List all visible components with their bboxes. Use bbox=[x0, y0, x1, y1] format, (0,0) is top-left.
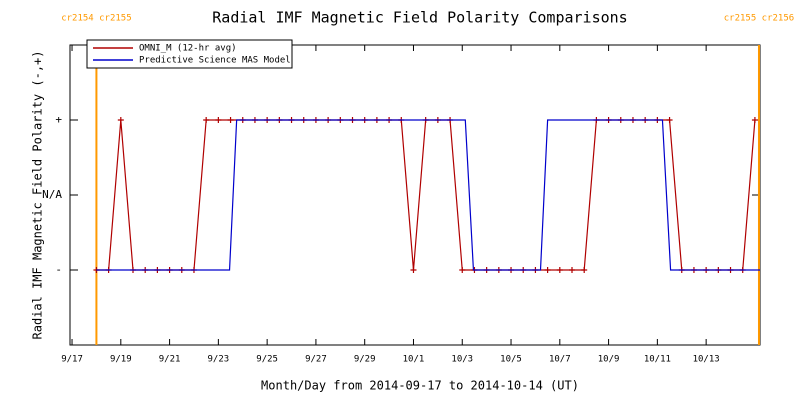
y-tick-label: N/A bbox=[42, 188, 62, 201]
point-marker bbox=[117, 117, 124, 123]
x-tick-label: 9/25 bbox=[256, 355, 278, 365]
point-marker bbox=[410, 267, 417, 273]
point-marker bbox=[544, 267, 551, 273]
legend-box bbox=[86, 39, 293, 69]
x-tick-label: 9/27 bbox=[305, 355, 327, 365]
x-tick-label: 9/19 bbox=[110, 355, 132, 365]
point-marker bbox=[569, 267, 576, 273]
point-marker bbox=[215, 117, 222, 123]
point-marker bbox=[666, 117, 673, 123]
x-tick-label: 9/23 bbox=[208, 355, 230, 365]
chart-title: Radial IMF Magnetic Field Polarity Compa… bbox=[212, 9, 627, 27]
y-tick-label: - bbox=[55, 263, 62, 276]
y-axis-label: Radial IMF Magnetic Field Polarity (-,+) bbox=[31, 51, 45, 340]
x-tick-label: 9/17 bbox=[61, 355, 83, 365]
x-tick-label: 10/3 bbox=[451, 355, 473, 365]
annotation-label: cr2154 cr2155 bbox=[61, 14, 131, 24]
x-tick-label: 10/5 bbox=[500, 355, 522, 365]
x-tick-label: 10/11 bbox=[644, 355, 671, 365]
legend-label: Predictive Science MAS Model bbox=[139, 56, 291, 66]
x-tick-label: 10/7 bbox=[549, 355, 571, 365]
point-marker bbox=[227, 117, 234, 123]
x-tick-label: 10/1 bbox=[403, 355, 425, 365]
point-marker bbox=[751, 117, 758, 123]
point-marker bbox=[556, 267, 563, 273]
point-marker bbox=[203, 117, 210, 123]
x-tick-label: 9/21 bbox=[159, 355, 181, 365]
y-tick-label: + bbox=[55, 113, 62, 126]
annotation-label: cr2155 cr2156 bbox=[724, 14, 794, 24]
point-marker bbox=[459, 267, 466, 273]
point-marker bbox=[581, 267, 588, 273]
x-tick-label: 10/9 bbox=[598, 355, 620, 365]
x-axis-label: Month/Day from 2014-09-17 to 2014-10-14 … bbox=[261, 379, 579, 393]
x-tick-label: 9/29 bbox=[354, 355, 376, 365]
x-tick-label: 10/13 bbox=[693, 355, 720, 365]
legend-label: OMNI_M (12-hr avg) bbox=[139, 44, 237, 54]
series-line bbox=[96, 119, 760, 271]
